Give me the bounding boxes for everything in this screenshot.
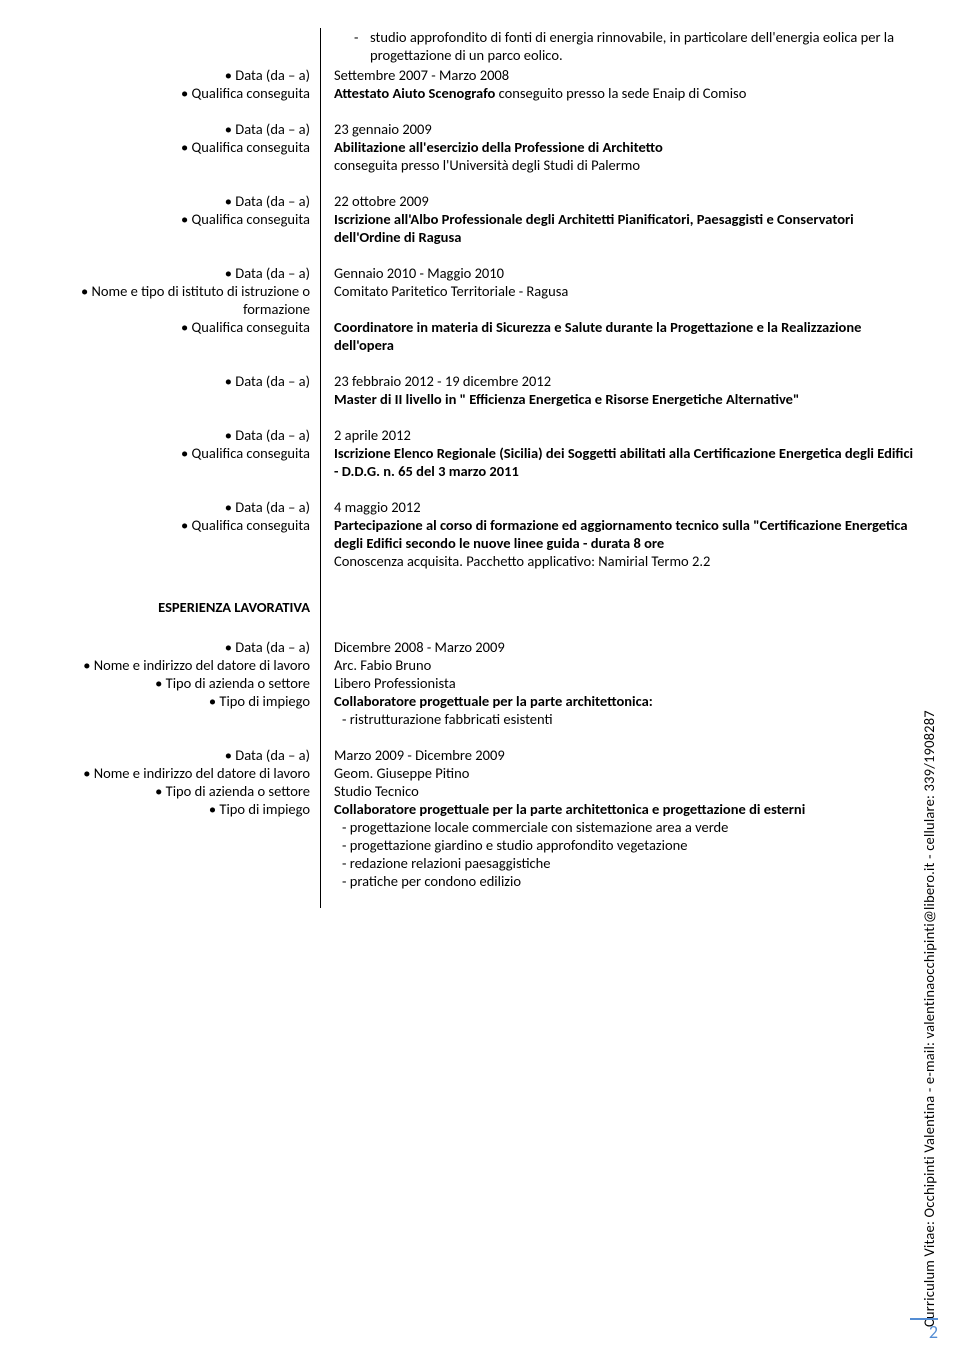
w2-b3: - redazione relazioni paesaggistiche: [342, 854, 920, 872]
e7-line2: Conoscenza acquisita. Pacchetto applicat…: [334, 552, 920, 570]
e7-line1: Partecipazione al corso di formazione ed…: [334, 516, 920, 552]
w1-impiego: Collaboratore progettuale per la parte a…: [334, 692, 920, 710]
label-qualifica: • Qualifica conseguita: [30, 516, 320, 570]
w1-settore: Libero Professionista: [334, 674, 930, 692]
e1-qual-rest: conseguito presso la sede Enaip di Comis…: [499, 84, 747, 102]
e1-date: Settembre 2007 - Marzo 2008: [334, 66, 930, 84]
label-qualifica: • Qualifica conseguita: [30, 210, 320, 246]
e4-ist: Comitato Paritetico Territoriale - Ragus…: [334, 282, 930, 318]
page-number-wrap: 2: [910, 1318, 938, 1343]
e6-date: 2 aprile 2012: [334, 426, 930, 444]
label-data: • Data (da – a): [30, 746, 320, 764]
w1-b1: - ristrutturazione fabbricati esistenti: [342, 710, 920, 728]
label-data: • Data (da – a): [30, 66, 320, 84]
e1-qual: Attestato Aiuto Scenografo conseguito pr…: [334, 84, 930, 102]
label-data: • Data (da – a): [30, 192, 320, 210]
w2-date: Marzo 2009 - Dicembre 2009: [334, 746, 930, 764]
label-data: • Data (da – a): [30, 372, 320, 408]
section-esperienza: ESPERIENZA LAVORATIVA: [30, 598, 320, 616]
label-istituto: • Nome e tipo di istituto di istruzione …: [30, 282, 320, 318]
w2-b1: - progettazione locale commerciale con s…: [342, 818, 920, 836]
w2-datore: Geom. Giuseppe Pitino: [334, 764, 930, 782]
label-qualifica: • Qualifica conseguita: [30, 84, 320, 102]
label-data: • Data (da – a): [30, 638, 320, 656]
e2-date: 23 gennaio 2009: [334, 120, 930, 138]
e5-qual: Master di II livello in " Efficienza Ene…: [334, 390, 920, 408]
label-qualifica: • Qualifica conseguita: [30, 138, 320, 174]
e5-block: 23 febbraio 2012 - 19 dicembre 2012 Mast…: [334, 372, 930, 408]
label-data: • Data (da – a): [30, 426, 320, 444]
e7-block: Partecipazione al corso di formazione ed…: [334, 516, 930, 570]
w1-date: Dicembre 2008 - Marzo 2009: [334, 638, 930, 656]
label-data: • Data (da – a): [30, 120, 320, 138]
sidebar-contact: Curriculum Vitae: Occhipinti Valentina -…: [922, 537, 938, 1327]
top-bullet-block: studio approfondito di fonti di energia …: [334, 28, 930, 66]
empty-label: [30, 28, 320, 66]
top-bullet-text: studio approfondito di fonti di energia …: [370, 28, 894, 64]
w2-impiego-block: Collaboratore progettuale per la parte a…: [334, 800, 930, 890]
e2-block: Abilitazione all'esercizio della Profess…: [334, 138, 930, 174]
e2-qual-bold: Abilitazione all'esercizio della Profess…: [334, 138, 920, 156]
label-qualifica: • Qualifica conseguita: [30, 318, 320, 354]
e4-date: Gennaio 2010 - Maggio 2010: [334, 264, 930, 282]
label-qualifica: • Qualifica conseguita: [30, 444, 320, 480]
w1-impiego-block: Collaboratore progettuale per la parte a…: [334, 692, 930, 728]
e3-date: 22 ottobre 2009: [334, 192, 930, 210]
label-settore: • Tipo di azienda o settore: [30, 782, 320, 800]
e1-qual-bold: Attestato Aiuto Scenografo: [334, 84, 499, 102]
w2-settore: Studio Tecnico: [334, 782, 930, 800]
e2-qual-line2: conseguita presso l'Università degli Stu…: [334, 156, 920, 174]
w1-datore: Arc. Fabio Bruno: [334, 656, 930, 674]
label-impiego: • Tipo di impiego: [30, 800, 320, 890]
page-number: 2: [929, 1321, 938, 1343]
label-datore: • Nome e indirizzo del datore di lavoro: [30, 656, 320, 674]
w2-impiego: Collaboratore progettuale per la parte a…: [334, 800, 920, 818]
label-settore: • Tipo di azienda o settore: [30, 674, 320, 692]
e6-qual: Iscrizione Elenco Regionale (Sicilia) de…: [334, 444, 930, 480]
e7-date: 4 maggio 2012: [334, 498, 930, 516]
e5-date: 23 febbraio 2012 - 19 dicembre 2012: [334, 372, 920, 390]
e3-qual: Iscrizione all'Albo Professionale degli …: [334, 210, 930, 246]
w2-b2: - progettazione giardino e studio approf…: [342, 836, 920, 854]
label-impiego: • Tipo di impiego: [30, 692, 320, 728]
label-datore: • Nome e indirizzo del datore di lavoro: [30, 764, 320, 782]
label-data: • Data (da – a): [30, 264, 320, 282]
e4-qual: Coordinatore in materia di Sicurezza e S…: [334, 318, 930, 354]
w2-b4: - pratiche per condono edilizio: [342, 872, 920, 890]
label-data: • Data (da – a): [30, 498, 320, 516]
cv-body: studio approfondito di fonti di energia …: [30, 28, 930, 908]
